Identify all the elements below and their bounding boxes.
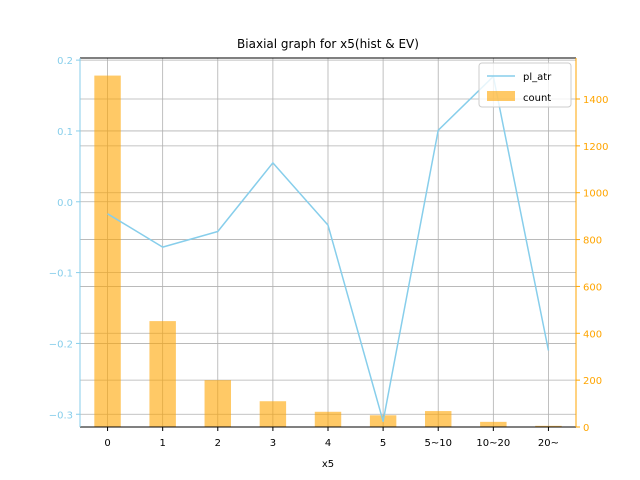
- x-tick-label: 2: [215, 438, 221, 449]
- axes-layer: 0 1 2 3 4 5 5~10 10~20 20~ −0.3 −0.2 −0.1 0.0 0.1 0.2 0…: [49, 56, 609, 449]
- y-right-tick-label: 0: [583, 423, 589, 434]
- bar-4: [314, 411, 342, 427]
- y-left-tick-label: −0.1: [49, 269, 73, 280]
- chart-title: Biaxial graph for x5(hist & EV): [237, 37, 419, 51]
- y-right-tick-label: 1200: [583, 142, 608, 153]
- bars-layer: [94, 75, 562, 428]
- y-left-tick-label: 0.0: [57, 198, 73, 209]
- y-right-tick-label: 800: [583, 236, 602, 247]
- x-tick-label: 10~20: [476, 438, 510, 449]
- x-tick-label: 5: [380, 438, 386, 449]
- y-right-tick-label: 200: [583, 376, 602, 387]
- legend-swatch-count: [487, 91, 515, 101]
- y-right-tick-label: 1000: [583, 189, 608, 200]
- bar-3: [259, 401, 287, 427]
- x-tick-label: 5~10: [424, 438, 451, 449]
- bar-5~10: [424, 411, 452, 427]
- legend-label-count: count: [523, 93, 551, 104]
- x-tick-label: 1: [159, 438, 165, 449]
- x-tick-label: 4: [325, 438, 331, 449]
- bar-1: [149, 321, 176, 427]
- y-right-tick-label: 600: [583, 282, 602, 293]
- y-left-tick-label: −0.2: [49, 339, 73, 350]
- legend-label-pl_atr: pl_atr: [523, 72, 552, 83]
- bar-0: [94, 75, 121, 428]
- x-tick-label: 0: [104, 438, 110, 449]
- y-right-tick-label: 1400: [583, 95, 608, 106]
- x-tick-label: 3: [270, 438, 276, 449]
- bar-2: [204, 380, 232, 427]
- x-tick-label: 20~: [538, 438, 559, 449]
- y-left-tick-label: 0.2: [57, 56, 73, 67]
- y-right-tick-label: 400: [583, 329, 602, 340]
- y-left-tick-label: −0.3: [49, 410, 73, 421]
- bar-20~: [535, 425, 562, 427]
- y-left-tick-label: 0.1: [57, 127, 73, 138]
- x-axis-label: x5: [322, 459, 334, 470]
- bar-10~20: [480, 421, 507, 427]
